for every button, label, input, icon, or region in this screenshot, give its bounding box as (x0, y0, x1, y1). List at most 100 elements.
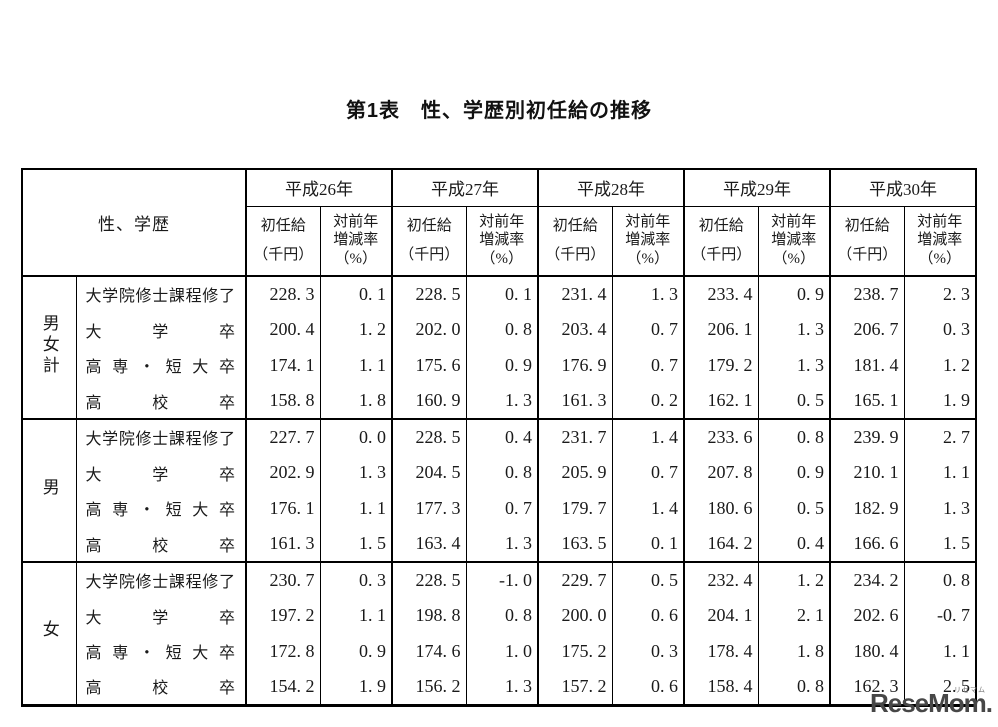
salary-value-cell: 202. 0 (391, 311, 466, 348)
rate-value-cell: 0. 0 (319, 418, 392, 455)
subheader-line: 増減率 (333, 232, 379, 249)
salary-value-cell: 198. 8 (391, 597, 466, 634)
rate-value-cell: 0. 3 (319, 561, 392, 598)
table-row: 男大学院修士課程修了 227. 7 0. 0 228. 5 0. 4 231. 7 1. 4… (22, 418, 976, 562)
education-label: 高専・短大卒 (85, 359, 236, 377)
subheader-line: 対前年 (625, 213, 671, 230)
salary-value-cell: 160. 9 (391, 383, 466, 419)
group-label: 男 (22, 418, 77, 562)
salary-value-cell: 197. 2 (245, 597, 320, 634)
rate-value-cell: 0. 5 (611, 561, 684, 598)
rate-value-cell: 0. 9 (757, 275, 830, 312)
rate-value-cell: 1. 3 (465, 526, 538, 562)
rate-value-cell: 1. 3 (757, 311, 830, 348)
subheader-line: 初任給 (698, 217, 744, 234)
salary-value-cell: 231. 7 (537, 418, 612, 455)
salary-value-cell: 175. 2 (537, 633, 612, 670)
rate-value-cell: 2. 5 (903, 669, 976, 705)
group-label-text: 男 (39, 477, 59, 499)
salary-value-cell: 176. 9 (537, 347, 612, 384)
salary-value-cell: 228. 5 (391, 418, 466, 455)
corner-header: 性、学歴 (22, 169, 247, 277)
education-label: 高専・短大卒 (85, 502, 236, 520)
rate-value-cell: 0. 8 (757, 418, 830, 455)
education-label: 大学院修士課程修了 (76, 275, 246, 312)
salary-value-cell: 234. 2 (829, 561, 904, 598)
salary-table-container: 性、学歴 平成26年 平成27年 平成28年 平成29年 平成30年 初任給 （千円） 対前… (21, 168, 977, 707)
subheader-line: 初任給 (844, 217, 890, 234)
subheader-line: 増減率 (625, 232, 671, 249)
salary-table: 性、学歴 平成26年 平成27年 平成28年 平成29年 平成30年 初任給 （千円） 対前… (21, 168, 977, 707)
group-label-text: 女 (39, 620, 59, 642)
salary-value-cell: 228. 5 (391, 561, 466, 598)
salary-value-cell: 161. 3 (245, 526, 320, 562)
salary-value-cell: 204. 1 (683, 597, 758, 634)
subheader-line: 初任給 (260, 217, 306, 234)
subheader-line: （千円） (837, 247, 898, 264)
year-header: 平成26年 (245, 169, 392, 207)
subheader-line: （%） (626, 251, 670, 268)
subheader-salary: 初任給 （千円） (537, 206, 612, 277)
rate-value-cell: 1. 5 (319, 526, 392, 562)
salary-value-cell: 177. 3 (391, 490, 466, 527)
rate-value-cell: 1. 9 (903, 383, 976, 419)
rate-value-cell: 0. 6 (611, 669, 684, 705)
subheader-line: 増減率 (479, 232, 525, 249)
rate-value-cell: 1. 1 (319, 347, 392, 384)
rate-value-cell: 1. 3 (319, 454, 392, 491)
rate-value-cell: 1. 3 (465, 669, 538, 705)
rate-value-cell: 0. 7 (611, 454, 684, 491)
salary-value-cell: 162. 1 (683, 383, 758, 419)
rate-value-cell: 1. 4 (611, 418, 684, 455)
subheader-line: （千円） (691, 247, 752, 264)
salary-value-cell: 206. 1 (683, 311, 758, 348)
salary-value-cell: 179. 7 (537, 490, 612, 527)
salary-value-cell: 157. 2 (537, 669, 612, 705)
header-subcolumns-row: 初任給 （千円） 対前年 増減率 （%） 初任給 （千円） 対前年 増減率 （%） 初任給 （千円） 対… (22, 206, 976, 277)
rate-value-cell: 1. 4 (611, 490, 684, 527)
salary-value-cell: 233. 6 (683, 418, 758, 455)
salary-value-cell: 175. 6 (391, 347, 466, 384)
subheader-line: （%） (772, 251, 816, 268)
rate-value-cell: 1. 3 (903, 490, 976, 527)
salary-table-body: 男女計 大学院修士課程修了 228. 3 0. 1 228. 5 0. 1 231. 4 1.… (22, 275, 976, 705)
subheader-rate: 対前年 増減率 （%） (757, 206, 830, 277)
rate-value-cell: 0. 8 (465, 311, 538, 348)
subheader-line: 増減率 (917, 232, 963, 249)
rate-value-cell: -0. 7 (903, 597, 976, 634)
education-label: 大学院修士課程修了 (76, 418, 246, 455)
education-label: 大学卒 (85, 323, 236, 341)
watermark: リセマム ReseMom. (870, 687, 993, 717)
rate-value-cell: 0. 5 (757, 383, 830, 419)
subheader-salary: 初任給 （千円） (391, 206, 466, 277)
subheader-line: 対前年 (771, 213, 817, 230)
salary-value-cell: 179. 2 (683, 347, 758, 384)
table-row: 高専・短大卒 176. 1 1. 1 177. 3 0. 7 179. 7 1. 4 180.… (22, 490, 976, 527)
subheader-line: （%） (480, 251, 524, 268)
group-label: 男女計 (22, 275, 77, 419)
education-label: 大学卒 (85, 609, 236, 627)
education-label: 高校卒 (85, 394, 236, 412)
rate-value-cell: 0. 8 (465, 454, 538, 491)
rate-value-cell: 2. 1 (757, 597, 830, 634)
rate-value-cell: 1. 8 (319, 383, 392, 419)
rate-value-cell: 0. 8 (903, 561, 976, 598)
subheader-line: 初任給 (552, 217, 598, 234)
subheader-line: （%） (334, 251, 378, 268)
salary-value-cell: 231. 4 (537, 275, 612, 312)
subheader-line: （千円） (399, 247, 460, 264)
subheader-line: 対前年 (479, 213, 525, 230)
subheader-line: 対前年 (333, 213, 379, 230)
salary-value-cell: 207. 8 (683, 454, 758, 491)
table-row: 女大学院修士課程修了 230. 7 0. 3 228. 5 -1. 0 229. 7 0. … (22, 561, 976, 705)
group-label: 女 (22, 561, 77, 705)
salary-value-cell: 154. 2 (245, 669, 320, 705)
salary-value-cell: 210. 1 (829, 454, 904, 491)
rate-value-cell: 0. 9 (757, 454, 830, 491)
subheader-line: （千円） (545, 247, 606, 264)
year-header: 平成30年 (829, 169, 976, 207)
